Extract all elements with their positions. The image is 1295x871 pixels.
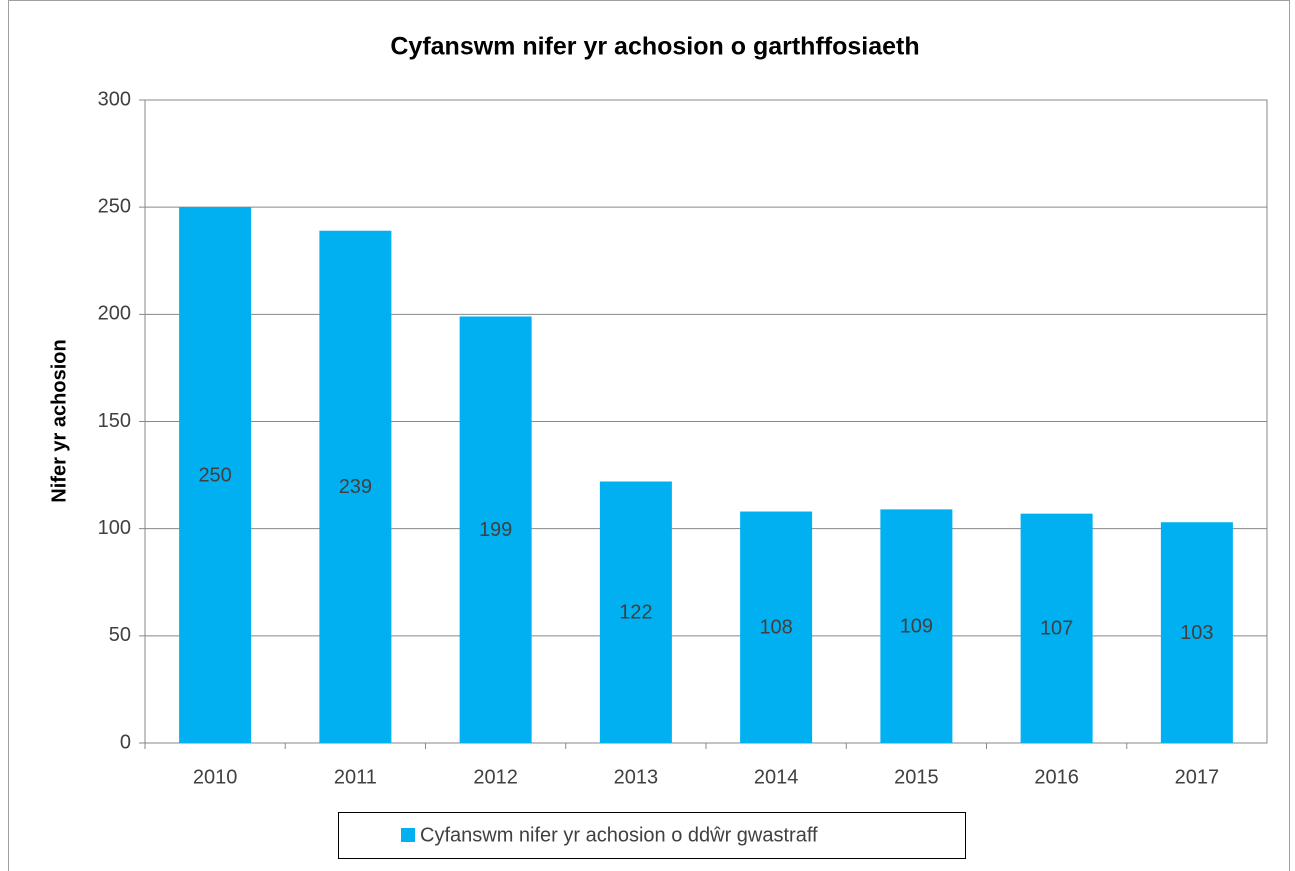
y-tick-label: 100 bbox=[98, 517, 131, 539]
bar bbox=[179, 207, 252, 743]
data-label: 239 bbox=[339, 476, 372, 498]
bar bbox=[880, 509, 953, 743]
data-label: 103 bbox=[1180, 622, 1213, 644]
x-tick-label: 2017 bbox=[1175, 766, 1220, 788]
bar bbox=[1160, 522, 1233, 743]
bar bbox=[319, 230, 392, 743]
data-label: 250 bbox=[198, 464, 231, 486]
data-label: 109 bbox=[900, 615, 933, 637]
data-label: 122 bbox=[619, 602, 652, 624]
legend-swatch bbox=[401, 828, 415, 842]
data-label: 108 bbox=[759, 617, 792, 639]
x-tick-label: 2012 bbox=[473, 766, 518, 788]
y-tick-label: 250 bbox=[98, 195, 131, 217]
chart-title: Cyfanswm nifer yr achosion o garthffosia… bbox=[390, 33, 919, 61]
bar bbox=[599, 481, 672, 743]
x-tick-label: 2013 bbox=[614, 766, 659, 788]
bar bbox=[459, 316, 532, 743]
y-tick-label: 0 bbox=[120, 731, 131, 753]
x-tick-label: 2015 bbox=[894, 766, 939, 788]
x-tick-label: 2014 bbox=[754, 766, 799, 788]
y-tick-label: 300 bbox=[98, 88, 131, 110]
x-tick-label: 2010 bbox=[193, 766, 238, 788]
data-label: 107 bbox=[1040, 618, 1073, 640]
y-tick-label: 150 bbox=[98, 410, 131, 432]
y-axis-label: Nifer yr achosion bbox=[48, 339, 70, 502]
y-tick-label: 50 bbox=[109, 624, 131, 646]
x-tick-label: 2016 bbox=[1034, 766, 1079, 788]
y-tick-label: 200 bbox=[98, 303, 131, 325]
bar bbox=[1020, 513, 1093, 743]
data-label: 199 bbox=[479, 519, 512, 541]
x-tick-label: 2011 bbox=[334, 766, 377, 788]
legend-box bbox=[338, 812, 966, 859]
legend-label: Cyfanswm nifer yr achosion o ddŵr gwastr… bbox=[420, 824, 818, 846]
bar bbox=[740, 511, 813, 743]
